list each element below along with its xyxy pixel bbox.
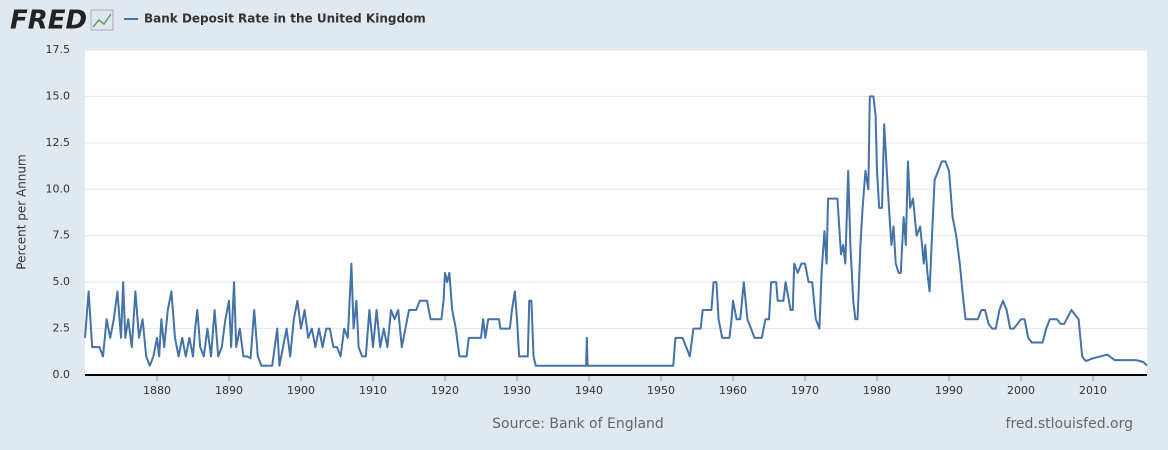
x-tick-label: 1900 [287, 384, 315, 397]
x-tick-label: 1880 [143, 384, 171, 397]
x-tick-label: 1980 [863, 384, 891, 397]
data-line [84, 95, 1148, 367]
x-tick-label: 1940 [575, 384, 603, 397]
y-axis-label: Percent per Annum [15, 154, 29, 269]
site-link[interactable]: fred.stlouisfed.org [1006, 416, 1133, 432]
y-tick-label: 0.0 [53, 368, 71, 381]
source: Source: Bank of England [492, 416, 664, 432]
x-tick-label: 2010 [1079, 384, 1107, 397]
logo[interactable]: FRED [10, 6, 87, 36]
y-tick-label: 2.5 [53, 322, 71, 335]
logo-icon [90, 9, 114, 31]
plot-area [85, 50, 1147, 375]
x-tick-label: 1990 [935, 384, 963, 397]
x-tick-label: 1950 [647, 384, 675, 397]
y-tick-label: 7.5 [53, 229, 71, 242]
y-tick-label: 12.5 [46, 136, 71, 149]
x-tick-label: 1920 [431, 384, 459, 397]
x-tick-label: 1970 [791, 384, 819, 397]
y-tick-label: 17.5 [46, 43, 71, 56]
x-tick-label: 2000 [1007, 384, 1035, 397]
y-tick-label: 10.0 [46, 182, 71, 195]
y-tick-label: 15.0 [46, 89, 71, 102]
legend-label[interactable]: Bank Deposit Rate in the United Kingdom [144, 12, 426, 26]
y-tick-label: 5.0 [53, 275, 71, 288]
x-tick-label: 1930 [503, 384, 531, 397]
x-tick-label: 1910 [359, 384, 387, 397]
x-tick-label: 1890 [215, 384, 243, 397]
x-tick-label: 1960 [719, 384, 747, 397]
